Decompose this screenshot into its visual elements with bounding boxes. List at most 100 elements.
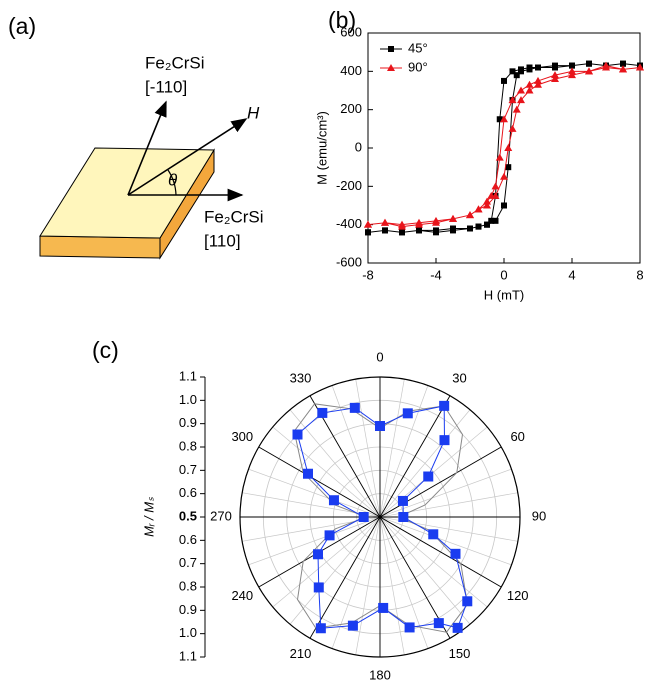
marker (525, 80, 534, 88)
marker (501, 202, 507, 209)
r-tick-label: 0.7 (179, 462, 197, 477)
y-tick-label: -200 (336, 178, 362, 193)
marker (491, 182, 500, 190)
marker (492, 217, 499, 224)
marker (381, 218, 389, 226)
marker (620, 60, 626, 67)
theta-tick-label: 180 (369, 667, 391, 682)
spoke (379, 516, 451, 639)
marker (312, 549, 323, 560)
marker (428, 529, 439, 540)
marker (450, 548, 461, 559)
theta-tick-label: 150 (449, 646, 471, 661)
theta-tick-label: 330 (290, 371, 312, 386)
marker (483, 197, 491, 205)
marker (292, 429, 303, 440)
marker (475, 223, 482, 230)
marker (433, 229, 439, 236)
marker (509, 68, 516, 75)
y-tick-label: -400 (336, 216, 362, 231)
marker (568, 71, 576, 79)
marker (364, 220, 372, 228)
marker (500, 172, 508, 180)
x-tick-label: 0 (500, 267, 507, 282)
marker (375, 421, 385, 431)
marker (416, 227, 422, 234)
legend-label: 90° (408, 59, 428, 74)
marker (404, 622, 415, 633)
marker (500, 115, 508, 123)
marker (302, 468, 313, 479)
theta-tick-label: 300 (231, 429, 253, 444)
theta-tick-label: 60 (510, 429, 524, 444)
marker (398, 220, 406, 228)
marker (619, 65, 627, 73)
slab (39, 147, 215, 260)
marker (551, 75, 559, 82)
marker (324, 530, 335, 541)
x-axis-label: H (mT) (484, 287, 524, 302)
marker (501, 77, 507, 84)
r-tick-label: 0.8 (179, 438, 197, 453)
legend-marker (388, 46, 394, 52)
marker (450, 227, 456, 234)
marker (452, 622, 463, 633)
marker (467, 225, 473, 232)
r-tick-label: 0.5 (179, 508, 197, 523)
marker (495, 153, 504, 161)
marker (402, 408, 413, 419)
marker (365, 229, 371, 236)
marker (525, 86, 534, 94)
marker (602, 61, 610, 69)
marker (551, 71, 559, 79)
marker (432, 216, 440, 224)
marker (358, 512, 369, 522)
spoke (379, 516, 502, 588)
theta-tick-label: 30 (452, 371, 466, 386)
marker (466, 211, 474, 219)
x-tick-label: 4 (568, 267, 575, 282)
r-tick-label: 0.7 (179, 555, 197, 570)
marker (505, 164, 512, 171)
y-tick-label: 400 (340, 63, 362, 78)
marker (313, 582, 324, 593)
marker (534, 80, 542, 88)
marker (504, 144, 513, 151)
r-tick-label: 1.1 (179, 368, 197, 383)
marker (399, 229, 405, 236)
x-tick-label: -8 (362, 267, 374, 282)
axis-material: Fe₂CrSi (204, 207, 264, 226)
marker (484, 221, 490, 228)
marker (636, 63, 644, 71)
marker (526, 64, 533, 71)
theta-tick-label: 90 (532, 508, 546, 523)
panel-label: (b) (328, 7, 356, 33)
marker (569, 62, 575, 69)
marker (568, 67, 576, 75)
spoke (379, 395, 451, 518)
field-label: H (247, 103, 260, 122)
marker (512, 105, 521, 113)
marker (449, 214, 457, 222)
spoke (309, 516, 381, 639)
marker (517, 86, 525, 94)
theta-tick-label: 120 (507, 588, 529, 603)
marker (488, 217, 495, 224)
legend-marker (387, 64, 395, 71)
panel-label: (c) (92, 337, 119, 363)
angle-label: θ (168, 170, 178, 189)
marker (423, 471, 434, 482)
axis-material: Fe₂CrSi (145, 53, 205, 72)
marker (552, 64, 558, 71)
spoke (258, 446, 381, 518)
y-tick-label: 600 (340, 24, 362, 39)
marker (439, 400, 450, 411)
marker (397, 495, 408, 506)
marker (517, 96, 525, 104)
x-tick-label: -4 (430, 267, 442, 282)
y-tick-label: -600 (336, 254, 362, 269)
marker (349, 402, 360, 413)
marker (585, 67, 593, 75)
y-tick-label: 200 (340, 101, 362, 116)
